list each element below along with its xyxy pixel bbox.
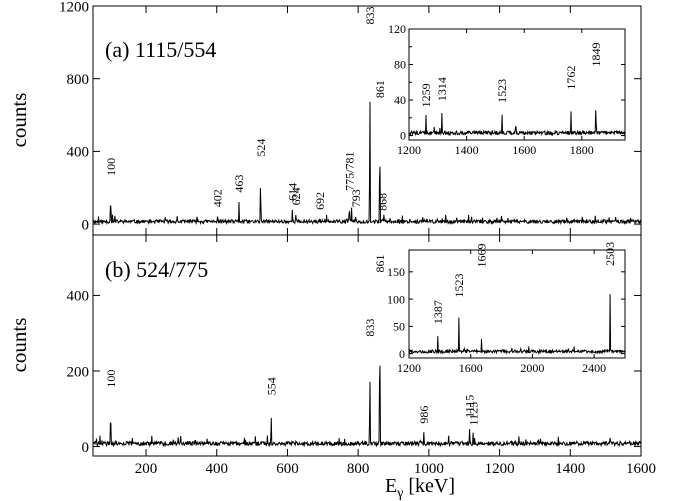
panel-b-peak-label: 986 bbox=[417, 406, 431, 424]
panel-b-y-tick-label: 400 bbox=[67, 289, 90, 305]
panel-b-peak-label: 861 bbox=[373, 254, 387, 272]
panel-b-inset-y-tick-label: 50 bbox=[393, 320, 405, 334]
panel-a-inset-x-tick-label: 1600 bbox=[512, 143, 536, 157]
x-axis-label-unit: [keV] bbox=[403, 475, 455, 497]
panel-a-inset-frame bbox=[408, 28, 626, 141]
panel-a-title: (a) 1115/554 bbox=[105, 37, 216, 62]
panel-b-inset-x-tick-label: 1200 bbox=[397, 361, 421, 375]
panel-b-x-tick-label: 600 bbox=[276, 461, 299, 477]
panel-b-inset-peak-label: 1523 bbox=[452, 273, 466, 297]
panel-a-y-tick-label: 0 bbox=[82, 217, 90, 233]
panel-b-peak-label: 833 bbox=[363, 319, 377, 337]
panel-b-inset: 1200 1600 2000 2400 0 50 100 150 1387 1523 1669 250… bbox=[387, 242, 626, 375]
panel-a-spectrum-line bbox=[92, 101, 642, 226]
panel-b-peak-label: 1125 bbox=[466, 402, 480, 426]
panel-b-inset-y-tick-label: 0 bbox=[399, 347, 405, 361]
panel-a-inset: 1200 1400 1600 1800 0 40 80 120 1259 1314 1523 1762… bbox=[388, 22, 626, 157]
panel-b-inset-x-tick-label: 2000 bbox=[520, 361, 544, 375]
panel-b-inset-spectrum-line bbox=[408, 294, 626, 355]
panel-b-peak-label: 1115 bbox=[463, 395, 477, 418]
panel-a-inset-y-tick-label: 40 bbox=[394, 93, 406, 107]
panel-b-y-axis-label: counts bbox=[7, 318, 31, 373]
panel-b-inset-x-tick-label: 2400 bbox=[582, 361, 606, 375]
panel-a-y-tick-label: 800 bbox=[67, 72, 90, 88]
panel-a-peak-label: 833 bbox=[363, 7, 377, 25]
panel-a-y-axis-label: counts bbox=[7, 93, 31, 148]
panel-b-inset-peak-label: 2503 bbox=[603, 242, 617, 266]
panel-b-x-tick-label: 1400 bbox=[555, 461, 585, 477]
panel-a-peak-label: 463 bbox=[232, 175, 246, 193]
panel-a-inset-x-tick-label: 1200 bbox=[397, 143, 421, 157]
panel-a-peak-label: 793 bbox=[349, 189, 363, 207]
panel-a-inset-y-tick-label: 120 bbox=[388, 22, 406, 36]
panel-b-inset-x-tick-label: 1600 bbox=[459, 361, 483, 375]
x-axis-label: Eγ [keV] bbox=[385, 475, 455, 501]
panel-a-peak-label: 861 bbox=[373, 80, 387, 98]
panel-a-peak-label: 624 bbox=[289, 187, 303, 205]
panel-a-peak-label: 692 bbox=[313, 192, 327, 210]
panel-b-x-tick-label: 800 bbox=[347, 461, 370, 477]
panel-a-peak-label: 524 bbox=[254, 139, 268, 157]
panel-a-inset-peak-label: 1762 bbox=[564, 66, 578, 90]
panel-a-inset-peak-label: 1849 bbox=[589, 43, 603, 67]
panel-a-inset-spectrum-line bbox=[408, 110, 626, 137]
panel-a-peak-label: 868 bbox=[375, 193, 389, 211]
panel-a-peak-label: 614 bbox=[286, 183, 300, 201]
x-axis-label-subscript: γ bbox=[396, 486, 403, 501]
panel-b-inset-y-tick-label: 150 bbox=[387, 265, 405, 279]
panel-a-peak-label: 402 bbox=[211, 189, 225, 207]
panel-b-y-tick-label: 200 bbox=[67, 364, 90, 380]
panel-a-y-tick-label: 1200 bbox=[59, 0, 89, 15]
panel-b-inset-frame bbox=[408, 249, 626, 359]
panel-b-inset-peak-label: 1669 bbox=[475, 243, 489, 267]
panel-b-peak-label: 100 bbox=[104, 370, 118, 388]
panel-a-inset-peak-label: 1259 bbox=[419, 83, 433, 107]
panel-a-inset-x-tick-label: 1800 bbox=[570, 143, 594, 157]
panel-b-inset-peak-label: 1387 bbox=[431, 300, 445, 324]
x-axis-label-main: E bbox=[385, 475, 397, 497]
panel-b-title: (b) 524/775 bbox=[105, 257, 208, 282]
panel-a-inset-peak-label: 1523 bbox=[495, 79, 509, 103]
panel-b-x-tick-label: 1000 bbox=[414, 461, 444, 477]
panel-a-inset-peak-label: 1314 bbox=[435, 77, 449, 101]
panel-b-y-tick-label: 0 bbox=[82, 440, 90, 456]
panel-b-x-tick-label: 1200 bbox=[485, 461, 515, 477]
panel-b-x-tick-label: 1600 bbox=[626, 461, 656, 477]
panel-a-peak-label: 775/781 bbox=[343, 151, 357, 190]
panel-b-spectrum-line bbox=[92, 365, 642, 448]
panel-b-inset-y-tick-label: 100 bbox=[387, 292, 405, 306]
panel-b-frame bbox=[92, 234, 642, 457]
panel-a-inset-x-tick-label: 1400 bbox=[455, 143, 479, 157]
panel-a-y-tick-label: 400 bbox=[67, 145, 90, 161]
panel-a-inset-y-tick-label: 0 bbox=[400, 129, 406, 143]
panel-a-inset-y-tick-label: 80 bbox=[394, 58, 406, 72]
panel-a-peak-label: 100 bbox=[104, 158, 118, 176]
panel-b-x-tick-label: 400 bbox=[205, 461, 228, 477]
panel-b-peak-label: 554 bbox=[264, 377, 278, 395]
panel-b-x-tick-label: 200 bbox=[135, 461, 158, 477]
